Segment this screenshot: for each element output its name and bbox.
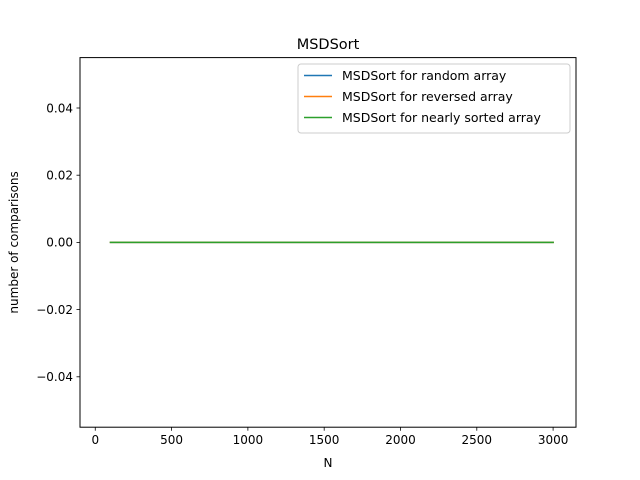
- y-tick-label: 0.04: [46, 101, 73, 115]
- legend-label-3: MSDSort for nearly sorted array: [342, 110, 542, 125]
- x-axis-ticks: 0 500 1000 1500 2000 2500 3000: [91, 427, 568, 447]
- y-tick-label: −0.04: [36, 370, 73, 384]
- legend-label-2: MSDSort for reversed array: [342, 89, 513, 104]
- x-tick-label: 0: [91, 433, 99, 447]
- x-tick-label: 1500: [309, 433, 340, 447]
- x-tick-label: 2000: [385, 433, 416, 447]
- x-tick-label: 2500: [462, 433, 493, 447]
- legend-items: MSDSort for random array MSDSort for reve…: [304, 68, 542, 125]
- y-axis-ticks: −0.04 −0.02 0.00 0.02 0.04: [36, 101, 80, 384]
- x-tick-label: 500: [160, 433, 183, 447]
- x-tick-label: 1000: [233, 433, 264, 447]
- legend-box: [297, 63, 571, 134]
- x-tick-label: 3000: [538, 433, 569, 447]
- legend-label-1: MSDSort for random array: [342, 68, 507, 83]
- legend: MSDSort for random array MSDSort for reve…: [297, 63, 571, 134]
- y-tick-label: 0.00: [46, 236, 73, 250]
- y-tick-label: −0.02: [36, 303, 73, 317]
- x-axis-label: N: [324, 456, 333, 470]
- chart-title: MSDSort: [297, 37, 360, 53]
- y-axis-label: number of comparisons: [7, 171, 21, 313]
- y-tick-label: 0.02: [46, 169, 73, 183]
